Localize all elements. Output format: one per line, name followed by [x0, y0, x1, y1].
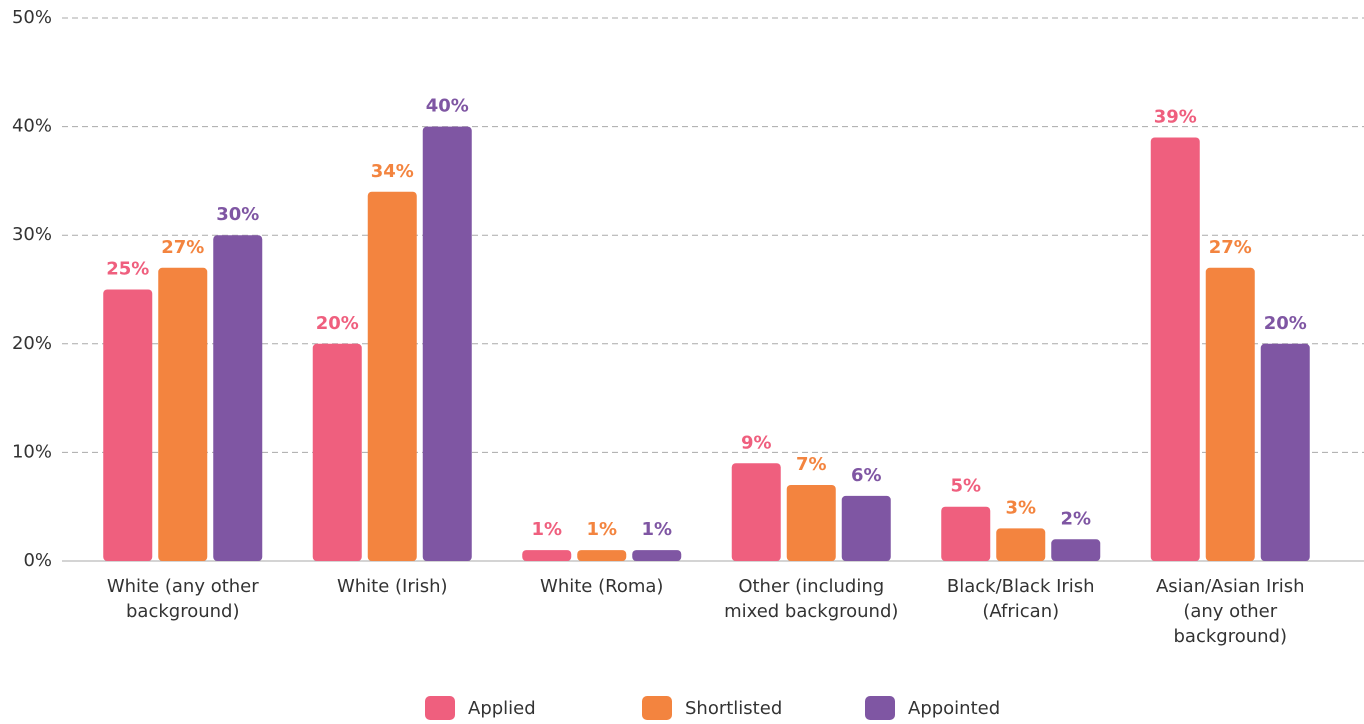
bar: [1150, 137, 1200, 561]
y-tick-label: 20%: [12, 333, 52, 354]
value-label: 7%: [796, 454, 827, 475]
bar: [996, 528, 1046, 561]
value-label: 5%: [950, 476, 981, 497]
value-label: 39%: [1154, 106, 1197, 127]
bar: [1260, 343, 1310, 561]
legend-swatch: [865, 696, 895, 720]
x-tick-label: Other (including mixed background): [724, 576, 899, 622]
y-tick-label: 0%: [23, 550, 52, 571]
bar: [312, 343, 362, 561]
bar: [577, 550, 627, 561]
legend-label: Appointed: [908, 698, 1000, 719]
y-tick-label: 50%: [12, 7, 52, 28]
bar: [731, 463, 781, 561]
bar: [422, 126, 472, 561]
x-tick-label: Black/Black Irish (African): [946, 576, 1095, 622]
x-tick-label: White (Roma): [540, 576, 664, 597]
y-tick-label: 40%: [12, 116, 52, 137]
value-label: 30%: [216, 204, 259, 225]
bar: [158, 267, 208, 561]
bar: [841, 495, 891, 561]
value-label: 20%: [1264, 313, 1307, 334]
x-tick-label: Asian/Asian Irish (any other background): [1155, 576, 1305, 647]
bar: [522, 550, 572, 561]
value-label: 40%: [426, 96, 469, 117]
value-label: 34%: [371, 161, 414, 182]
bar: [941, 506, 991, 561]
x-tick-label: White (any other background): [106, 576, 259, 622]
bar: [367, 191, 417, 561]
legend-swatch: [642, 696, 672, 720]
legend-swatch: [425, 696, 455, 720]
y-tick-label: 30%: [12, 224, 52, 245]
value-label: 6%: [851, 465, 882, 486]
legend-label: Shortlisted: [685, 698, 782, 719]
x-tick-label: White (Irish): [336, 576, 448, 597]
value-label: 1%: [641, 519, 672, 540]
value-label: 25%: [106, 259, 149, 280]
bar: [632, 550, 682, 561]
bar: [103, 289, 153, 561]
value-label: 3%: [1005, 497, 1036, 518]
bar: [213, 235, 263, 561]
y-tick-label: 10%: [12, 441, 52, 462]
bar: [1051, 539, 1101, 561]
value-label: 27%: [1209, 237, 1252, 258]
value-label: 27%: [161, 237, 204, 258]
legend-label: Applied: [468, 698, 536, 719]
value-label: 1%: [531, 519, 562, 540]
bar: [786, 484, 836, 561]
value-label: 1%: [586, 519, 617, 540]
value-label: 20%: [316, 313, 359, 334]
value-label: 2%: [1060, 508, 1091, 529]
value-label: 9%: [741, 432, 772, 453]
bar: [1205, 267, 1255, 561]
